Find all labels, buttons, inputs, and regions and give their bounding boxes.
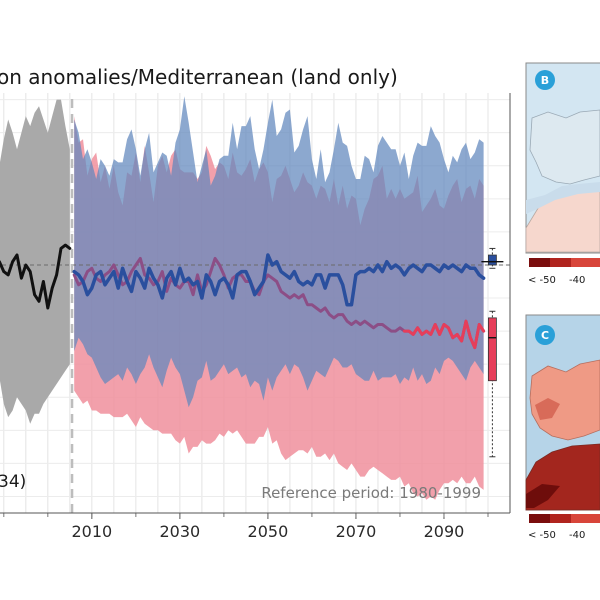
map-b-coast-strip [526,182,600,214]
colorbar-c: < -50 -40 [528,514,600,541]
colorbar-b-swatch-2 [550,258,571,267]
range-bands [0,96,484,500]
x-tick-label: 2010 [71,522,112,541]
map-c-badge-letter: C [541,329,549,342]
colorbar-c-swatch-1 [529,514,550,523]
colorbar-b-label-2: -40 [569,275,585,286]
x-tick-label: 2030 [160,522,201,541]
colorbar-c-swatch-2 [550,514,571,523]
boxplot-box [487,254,497,266]
map-c-iberia [529,359,600,441]
colorbar-c-label-1: < -50 [528,530,556,541]
x-tick-label: 2050 [248,522,289,541]
historical-range-band [0,99,70,424]
map-b-badge [535,70,555,90]
map-c-iberia-patch [535,398,560,420]
map-c-africa-patch [526,484,560,508]
map-c-badge [535,325,555,345]
colorbar-b: < -50 -40 [528,258,600,286]
colorbar-b-swatch-1 [529,258,550,267]
x-tick-label: 2090 [424,522,465,541]
boxplot-box [487,317,497,382]
blue-scenario-range-band [74,96,484,408]
colorbar-b-swatch-3 [571,258,600,267]
reference-period-note: Reference period: 1980-1999 [261,484,481,502]
map-b-iberia [529,109,600,185]
map-b-badge-letter: B [541,74,549,87]
map-panel-b: B [525,62,600,254]
x-tick-label: 2070 [336,522,377,541]
colorbar-c-label-2: -40 [569,530,585,541]
panel-partial-label: 34) [0,472,26,492]
map-panel-c: C [525,314,600,511]
blue-scenario-mean-line [72,253,486,307]
historical-mean-line [0,243,72,310]
boxplots [481,247,504,458]
series-lines [0,243,486,350]
main-plot: 2010 2030 2050 2070 2090 Reference period: 1… [0,93,511,541]
x-axis-ticks: 2010 2030 2050 2070 2090 [3,513,489,541]
colorbar-b-label-1: < -50 [528,275,556,286]
chart-title: on anomalies/Mediterranean (land only) [0,65,398,89]
colorbar-c-swatch-3 [571,514,600,523]
red-scenario-highlight-line [402,319,486,350]
